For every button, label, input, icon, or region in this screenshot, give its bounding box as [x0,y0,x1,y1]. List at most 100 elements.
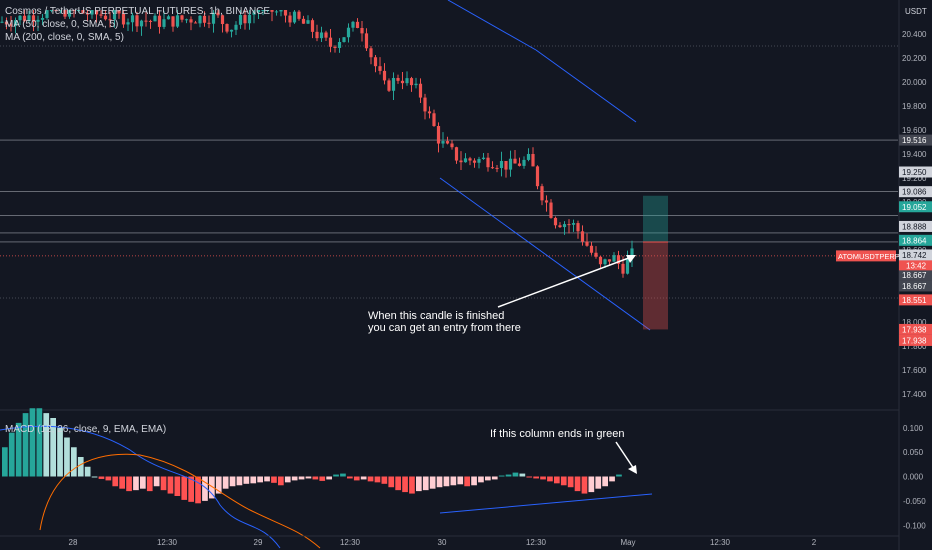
macd-arrowhead [628,465,637,474]
macd-bar [160,476,167,491]
symbol-label: ATOMUSDTPERP [838,252,900,261]
price-tick: 20.200 [902,54,927,63]
candle-body [211,12,216,24]
trendline-lower [439,177,651,331]
candle-body [522,159,526,166]
candle-body [414,83,418,86]
macd-bar [374,476,381,483]
macd-line [0,425,281,549]
candle-body [274,11,279,13]
candle-body [18,15,22,21]
entry-arrow [497,255,635,308]
candle-body [598,256,603,265]
candle-body [391,77,396,91]
entry-arrowhead [626,255,636,263]
candle-body [193,22,198,24]
price-tick: 19.200 [902,174,927,183]
time-tick: 12:30 [157,538,178,547]
macd-bar [353,476,360,481]
candle-body [328,37,333,47]
candle-body [99,14,103,16]
candle-body [423,97,427,112]
candle-body [171,16,175,27]
candle-body [126,22,130,25]
candle-body [589,245,594,253]
candle-body [279,10,283,12]
price-marker-label: 17.938 [902,325,927,334]
macd-bar [215,476,222,494]
candle-body [499,160,504,169]
price-marker-label: 19.250 [902,168,927,177]
time-tick: 29 [254,538,263,547]
candle-body [31,15,36,22]
macd-bar [360,476,367,480]
macd-bar [298,476,305,480]
macd-arrow [615,441,635,470]
price-marker-label: 18.667 [902,271,927,280]
candle-body [103,15,108,20]
candle-body [58,10,63,11]
candle-body [238,15,243,25]
candle-body [76,10,81,12]
candle-body [594,252,598,257]
macd-bar [595,476,602,489]
candle-body [252,12,256,15]
macd-bar [284,476,291,483]
trendline-upper [447,0,537,51]
candle-body [22,15,27,21]
take-profit-zone [643,195,668,242]
candle-body [310,20,315,32]
candle-body [558,225,562,228]
candle-body [207,22,211,24]
macd-bar [257,476,263,483]
macd-tick: 0.050 [903,448,924,457]
price-marker-label: 18.551 [902,296,927,305]
candle-body [612,255,616,262]
candle-body [292,11,297,23]
macd-bar [567,476,574,488]
candle-body [189,19,193,23]
currency-label: USDT [905,7,927,16]
candle-body [27,15,31,21]
macd-bar [540,476,546,480]
macd-bar [409,476,415,494]
candle-body [306,20,310,24]
candle-body [441,141,445,144]
candle-body [121,13,126,25]
price-tick: 20.400 [902,30,927,39]
macd-bar [43,413,50,477]
candle-body [220,15,225,25]
candle-body [67,10,72,17]
candle-body [504,160,508,170]
signal-line [39,453,321,549]
macd-bar [236,476,243,486]
time-tick: May [620,538,635,547]
macd-bar [57,427,63,477]
macd-bar [471,476,477,486]
macd-bar [278,476,284,486]
candle-body [544,200,549,203]
macd-bar [229,476,236,487]
candle-body [603,259,607,265]
macd-bar [126,476,132,492]
candle-body [477,159,481,163]
price-marker-badge [899,166,932,178]
time-tick: 12:30 [526,538,547,547]
macd-bar [512,472,519,477]
macd-bar [485,476,491,481]
candle-body [585,241,589,246]
candle-body [166,16,171,20]
candle-body [621,263,625,274]
candle-body [90,10,94,15]
countdown-label: 13:42 [906,261,927,270]
candle-body [40,17,45,20]
macd-bar [533,476,539,479]
candle-body [535,166,540,187]
candle-body [49,10,54,11]
macd-bar [22,413,29,477]
price-tick: 19.800 [902,102,927,111]
macd-bar [64,437,70,477]
time-tick: 2 [812,538,817,547]
